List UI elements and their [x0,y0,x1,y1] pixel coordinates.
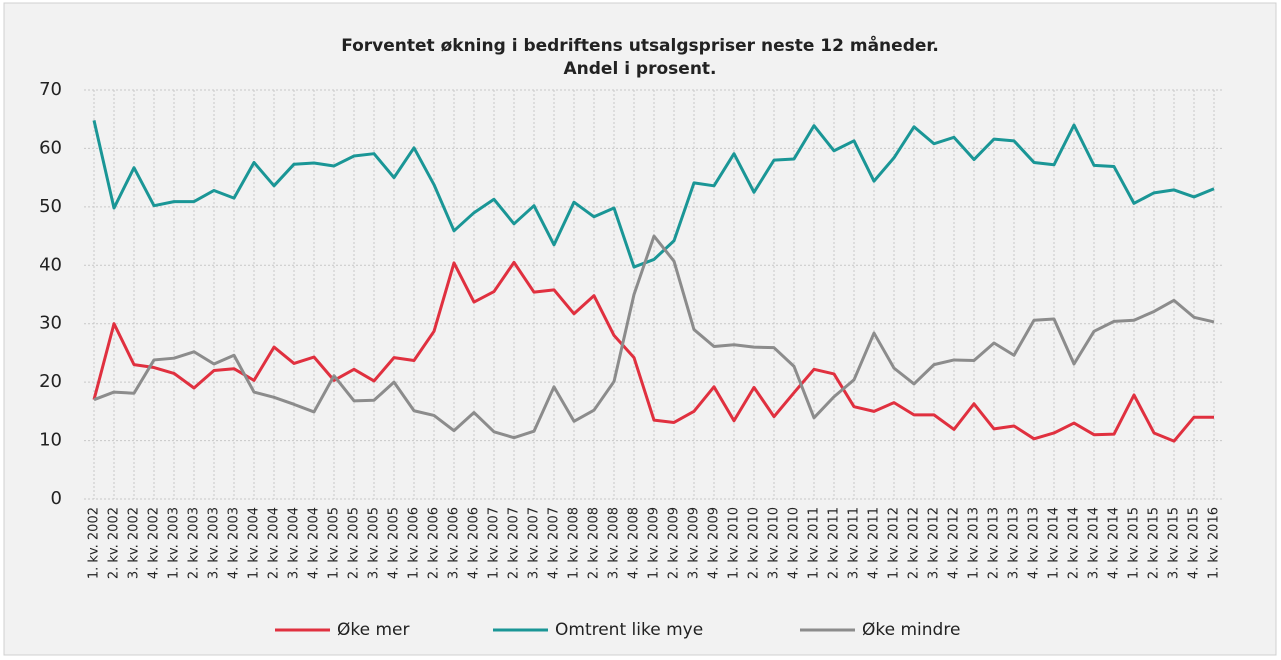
x-tick-label: 4. kv. 2006 [467,507,482,579]
line-series [92,260,1214,443]
x-tick-label: 4. kv. 2007 [547,507,562,579]
chart-title: Andel i prosent. [563,59,716,79]
x-tick-label: 1. kv. 2002 [87,507,102,579]
x-tick-label: 1. kv. 2010 [727,507,742,579]
x-tick-label: 3. kv. 2005 [367,507,382,579]
x-tick-label: 4. kv. 2003 [227,507,242,579]
y-tick-label: 40 [39,254,62,275]
x-tick-label: 3. kv. 2014 [1087,507,1102,579]
x-tick-label: 3. kv. 2003 [207,507,222,579]
x-tick-label: 4. kv. 2009 [707,507,722,579]
y-tick-label: 0 [51,488,62,509]
x-tick-label: 3. kv. 2006 [447,507,462,579]
x-tick-label: 3. kv. 2007 [527,507,542,579]
x-tick-label: 4. kv. 2013 [1027,507,1042,579]
x-tick-label: 2. kv. 2008 [587,507,602,579]
x-tick-label: 4. kv. 2015 [1187,507,1202,579]
x-tick-label: 2. kv. 2003 [187,507,202,579]
x-tick-label: 2. kv. 2002 [107,507,122,579]
y-tick-label: 10 [39,430,62,451]
x-tick-label: 2. kv. 2009 [667,507,682,579]
x-tick-label: 1. kv. 2013 [967,507,982,579]
x-tick-label: 2. kv. 2011 [827,507,842,579]
x-tick-label: 1. kv. 2016 [1207,507,1222,579]
x-tick-label: 1. kv. 2015 [1127,507,1142,579]
x-tick-label: 1. kv. 2007 [487,507,502,579]
legend-label: Øke mindre [862,620,960,640]
x-tick-label: 4. kv. 2010 [787,507,802,579]
x-tick-label: 3. kv. 2004 [287,507,302,579]
y-tick-label: 70 [39,79,62,100]
x-tick-label: 2. kv. 2004 [267,507,282,579]
x-tick-label: 2. kv. 2012 [907,507,922,579]
x-tick-label: 2. kv. 2007 [507,507,522,579]
legend-label: Omtrent like mye [555,620,703,640]
y-tick-label: 20 [39,371,62,392]
y-tick-label: 30 [39,313,62,334]
x-tick-label: 3. kv. 2002 [127,507,142,579]
x-tick-label: 1. kv. 2012 [887,507,902,579]
x-tick-label: 1. kv. 2003 [167,507,182,579]
x-tick-label: 2. kv. 2010 [747,507,762,579]
x-tick-label: 4. kv. 2011 [867,507,882,579]
line-series [93,234,1215,440]
x-tick-label: 3. kv. 2013 [1007,507,1022,579]
x-tick-label: 2. kv. 2013 [987,507,1002,579]
x-tick-label: 3. kv. 2015 [1167,507,1182,579]
x-tick-label: 1. kv. 2004 [247,507,262,579]
x-tick-label: 1. kv. 2008 [567,507,582,579]
x-tick-label: 3. kv. 2012 [927,507,942,579]
chart-background [3,2,1277,656]
x-tick-label: 1. kv. 2005 [327,507,342,579]
x-tick-label: 2. kv. 2006 [427,507,442,579]
x-tick-label: 4. kv. 2014 [1107,507,1122,579]
y-tick-label: 50 [39,196,62,217]
chart-title: Forventet økning i bedriftens utsalgspri… [341,34,939,56]
line-series [92,120,1215,269]
x-tick-label: 1. kv. 2009 [647,507,662,579]
x-tick-label: 2. kv. 2015 [1147,507,1162,579]
x-tick-label: 3. kv. 2008 [607,507,622,579]
legend-label: Øke mer [337,620,410,640]
x-tick-label: 4. kv. 2004 [307,507,322,579]
y-tick-label: 60 [39,137,62,158]
x-tick-label: 1. kv. 2014 [1047,507,1062,579]
x-tick-label: 3. kv. 2011 [847,507,862,579]
x-tick-label: 2. kv. 2014 [1067,507,1082,579]
x-tick-label: 4. kv. 2008 [627,507,642,579]
x-tick-label: 2. kv. 2005 [347,507,362,579]
x-tick-label: 4. kv. 2005 [387,507,402,579]
x-tick-label: 3. kv. 2009 [687,507,702,579]
x-tick-label: 1. kv. 2011 [807,507,822,579]
x-tick-label: 1. kv. 2006 [407,507,422,579]
x-tick-label: 4. kv. 2012 [947,507,962,579]
x-tick-label: 3. kv. 2010 [767,507,782,579]
x-tick-label: 4. kv. 2002 [147,507,162,579]
